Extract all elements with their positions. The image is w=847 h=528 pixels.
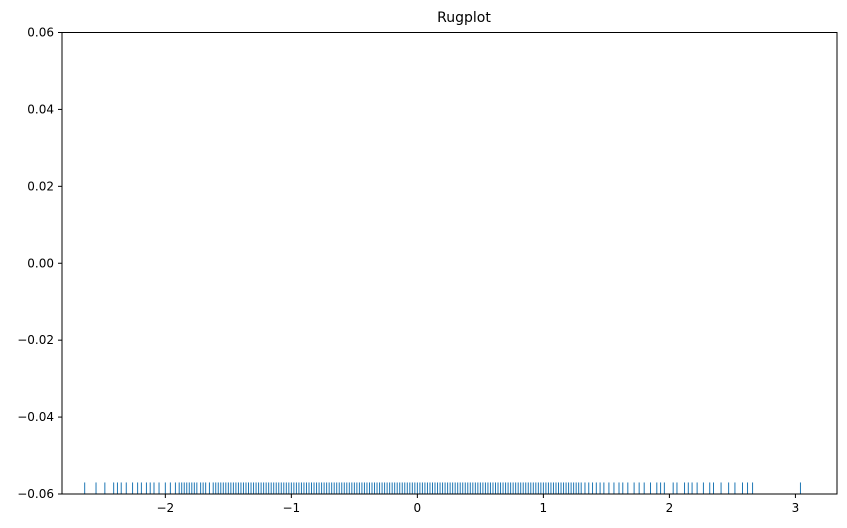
x-tick-label: −1	[282, 501, 300, 515]
rug-layer	[84, 482, 801, 494]
y-tick-label: −0.06	[17, 487, 54, 501]
y-tick-label: 0.04	[27, 102, 54, 116]
chart-title: Rugplot	[437, 10, 491, 26]
axes: −2 −1 0 1 2 3 −0.06 −0.04 −0.02 0.00 0.02 0.04 0.06	[17, 26, 799, 516]
plot-frame	[61, 32, 838, 495]
y-tick-label: 0.00	[27, 256, 54, 270]
x-tick-label: 1	[540, 501, 548, 515]
y-tick-label: −0.04	[17, 410, 54, 424]
x-tick-label: −2	[156, 501, 174, 515]
y-tick-label: −0.02	[17, 333, 54, 347]
x-tick-label: 2	[666, 501, 674, 515]
x-tick-label: 3	[792, 501, 800, 515]
y-tick-label: 0.02	[27, 179, 54, 193]
y-tick-label: 0.06	[27, 26, 54, 40]
x-tick-label: 0	[414, 501, 422, 515]
